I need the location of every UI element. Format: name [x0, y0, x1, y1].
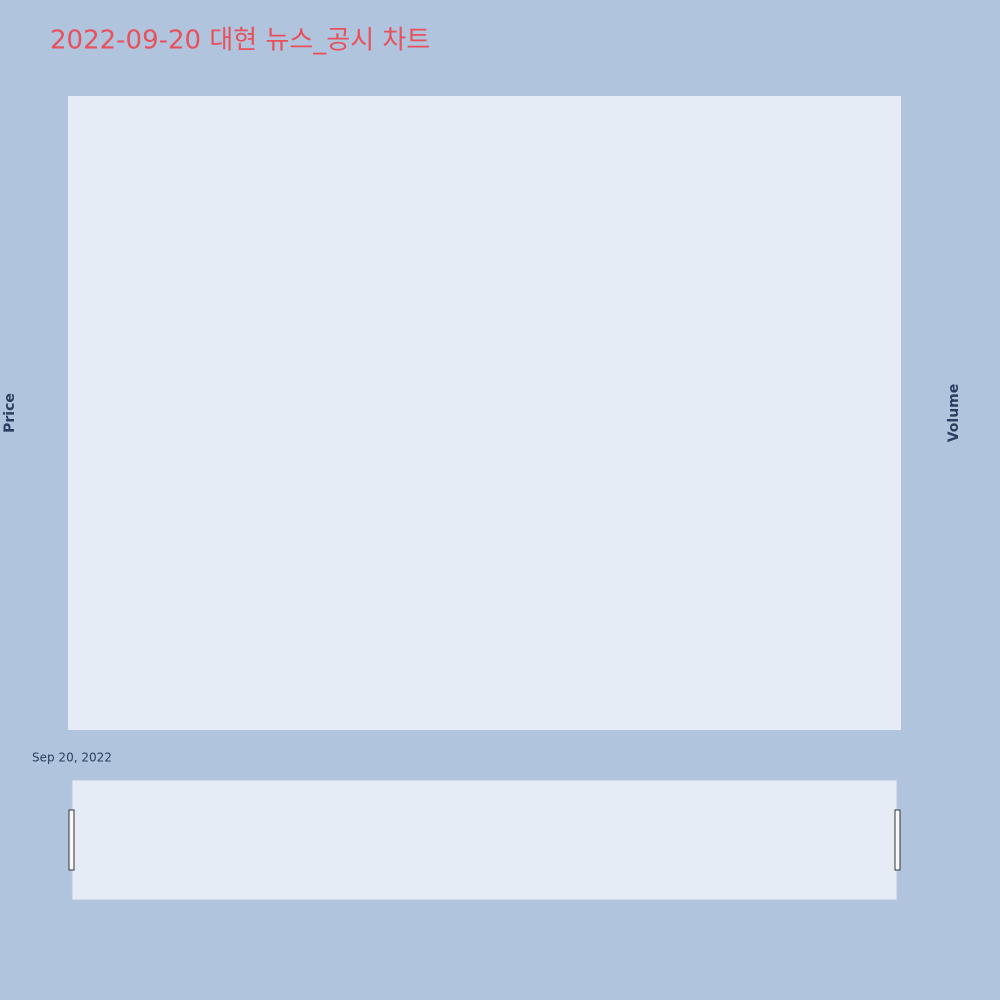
plot-area — [68, 96, 901, 730]
chart-title: 2022-09-20 대현 뉴스_공시 차트 — [50, 26, 430, 56]
y-axis-title: Price — [2, 393, 18, 433]
x-date-label: Sep 20, 2022 — [32, 751, 112, 765]
slider-handle[interactable] — [68, 809, 75, 871]
range-slider[interactable] — [71, 779, 898, 901]
y2-axis-title: Volume — [946, 384, 962, 443]
slider-handle[interactable] — [894, 809, 901, 871]
